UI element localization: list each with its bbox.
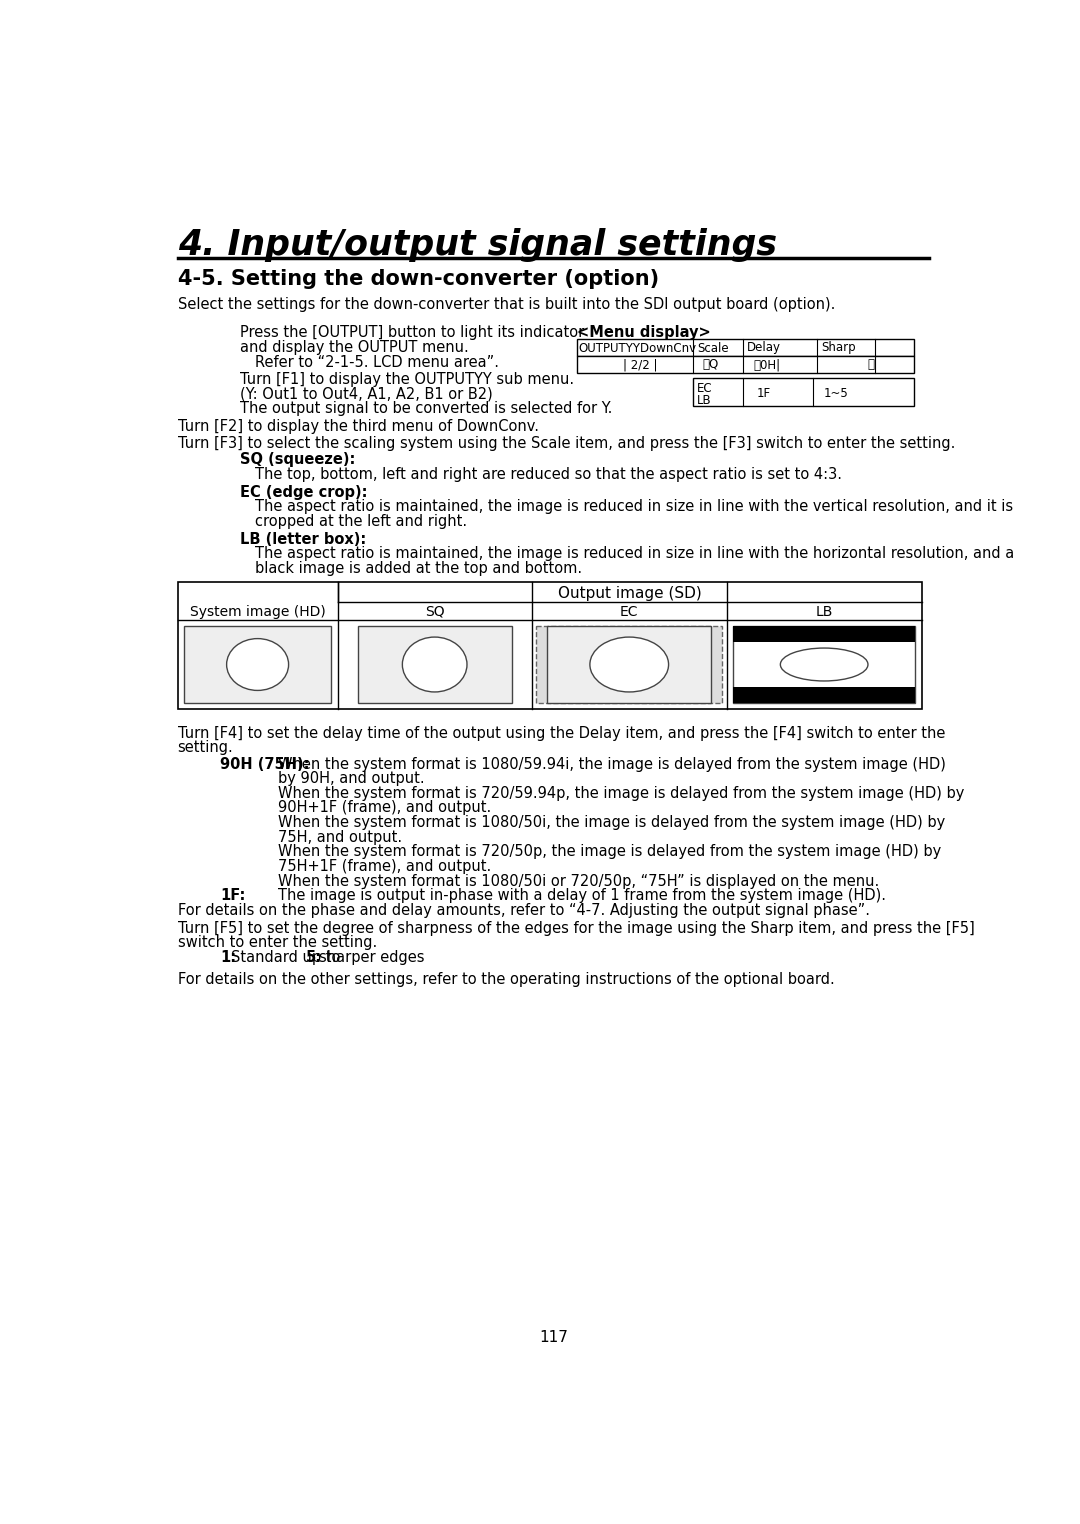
Text: LB: LB <box>815 605 833 619</box>
Bar <box>733 626 916 642</box>
Text: 75H, and output.: 75H, and output. <box>279 829 403 844</box>
Bar <box>577 340 914 357</box>
Text: 1~5: 1~5 <box>823 387 848 399</box>
Text: Ⓢ: Ⓢ <box>867 358 875 372</box>
Text: (Y: Out1 to Out4, A1, A2, B1 or B2): (Y: Out1 to Out4, A1, A2, B1 or B2) <box>240 386 492 401</box>
Bar <box>733 626 916 703</box>
Text: Delay: Delay <box>747 341 781 355</box>
Text: switch to enter the setting.: switch to enter the setting. <box>177 936 377 949</box>
Text: EC (edge crop):: EC (edge crop): <box>240 485 367 500</box>
Text: System image (HD): System image (HD) <box>190 605 325 619</box>
Bar <box>577 357 914 373</box>
Text: For details on the other settings, refer to the operating instructions of the op: For details on the other settings, refer… <box>177 972 835 988</box>
Text: black image is added at the top and bottom.: black image is added at the top and bott… <box>255 561 582 576</box>
Text: | 2/2 |: | 2/2 | <box>623 358 658 372</box>
Bar <box>177 582 921 709</box>
Text: 90H+1F (frame), and output.: 90H+1F (frame), and output. <box>279 800 491 815</box>
Text: 1F:: 1F: <box>220 888 245 904</box>
Text: Refer to “2-1-5. LCD menu area”.: Refer to “2-1-5. LCD menu area”. <box>255 355 499 370</box>
Text: Turn [F1] to display the OUTPUTYY sub menu.: Turn [F1] to display the OUTPUTYY sub me… <box>240 372 573 387</box>
Text: EC: EC <box>620 605 638 619</box>
Text: For details on the phase and delay amounts, refer to “4-7. Adjusting the output : For details on the phase and delay amoun… <box>177 902 869 917</box>
Text: Standard up to: Standard up to <box>231 949 340 965</box>
Text: LB (letter box):: LB (letter box): <box>240 532 366 547</box>
Text: and display the OUTPUT menu.: and display the OUTPUT menu. <box>240 340 469 355</box>
Text: When the system format is 1080/50i, the image is delayed from the system image (: When the system format is 1080/50i, the … <box>279 815 946 831</box>
Text: <Menu display>: <Menu display> <box>577 325 711 340</box>
Ellipse shape <box>590 637 669 692</box>
Text: When the system format is 1080/59.94i, the image is delayed from the system imag: When the system format is 1080/59.94i, t… <box>279 756 946 771</box>
Text: When the system format is 1080/50i or 720/50p, “75H” is displayed on the menu.: When the system format is 1080/50i or 72… <box>279 873 879 888</box>
Text: Output image (SD): Output image (SD) <box>557 585 702 600</box>
Text: 75H+1F (frame), and output.: 75H+1F (frame), and output. <box>279 860 491 873</box>
Text: 117: 117 <box>539 1330 568 1346</box>
Bar <box>733 687 916 703</box>
Text: LB: LB <box>697 393 712 407</box>
Text: cropped at the left and right.: cropped at the left and right. <box>255 514 468 529</box>
Text: Sharp: Sharp <box>821 341 855 355</box>
Text: Select the settings for the down-converter that is built into the SDI output boa: Select the settings for the down-convert… <box>177 297 835 312</box>
Text: SQ (squeeze):: SQ (squeeze): <box>240 453 355 468</box>
Text: When the system format is 720/50p, the image is delayed from the system image (H: When the system format is 720/50p, the i… <box>279 844 942 860</box>
Text: 90H (75H):: 90H (75H): <box>220 756 310 771</box>
Text: Turn [F4] to set the delay time of the output using the Delay item, and press th: Turn [F4] to set the delay time of the o… <box>177 725 945 741</box>
Text: The output signal to be converted is selected for Y.: The output signal to be converted is sel… <box>240 401 612 416</box>
Bar <box>548 626 712 703</box>
Text: EC: EC <box>697 381 713 395</box>
Ellipse shape <box>403 637 467 692</box>
Text: 4. Input/output signal settings: 4. Input/output signal settings <box>177 227 777 262</box>
Text: Press the [OUTPUT] button to light its indicator: Press the [OUTPUT] button to light its i… <box>240 325 584 340</box>
Text: The aspect ratio is maintained, the image is reduced in size in line with the ve: The aspect ratio is maintained, the imag… <box>255 500 1013 515</box>
Text: When the system format is 720/59.94p, the image is delayed from the system image: When the system format is 720/59.94p, th… <box>279 786 964 800</box>
Text: 4-5. Setting the down-converter (option): 4-5. Setting the down-converter (option) <box>177 270 659 290</box>
Text: 5:: 5: <box>307 949 323 965</box>
Bar <box>184 626 332 703</box>
Text: sharper edges: sharper edges <box>319 949 424 965</box>
Text: OUTPUTYYDownCnv: OUTPUTYYDownCnv <box>578 341 697 355</box>
Text: SQ: SQ <box>424 605 445 619</box>
Ellipse shape <box>781 648 868 681</box>
Text: 1F: 1F <box>757 387 771 399</box>
Text: Turn [F5] to set the degree of sharpness of the edges for the image using the Sh: Turn [F5] to set the degree of sharpness… <box>177 920 974 936</box>
Ellipse shape <box>227 639 288 690</box>
Text: Turn [F2] to display the third menu of DownConv.: Turn [F2] to display the third menu of D… <box>177 419 539 433</box>
Text: The top, bottom, left and right are reduced so that the aspect ratio is set to 4: The top, bottom, left and right are redu… <box>255 466 842 482</box>
Text: The image is output in-phase with a delay of 1 frame from the system image (HD).: The image is output in-phase with a dela… <box>279 888 887 904</box>
Text: Ⓢ0H|: Ⓢ0H| <box>754 358 781 372</box>
Bar <box>693 378 914 407</box>
Text: Turn [F3] to select the scaling system using the Scale item, and press the [F3] : Turn [F3] to select the scaling system u… <box>177 436 955 451</box>
Text: ⓈQ: ⓈQ <box>702 358 718 372</box>
Text: 1:: 1: <box>220 949 237 965</box>
Bar <box>357 626 512 703</box>
Text: by 90H, and output.: by 90H, and output. <box>279 771 426 786</box>
Text: The aspect ratio is maintained, the image is reduced in size in line with the ho: The aspect ratio is maintained, the imag… <box>255 546 1014 561</box>
Text: Scale: Scale <box>697 341 729 355</box>
Text: setting.: setting. <box>177 741 233 756</box>
Bar <box>537 626 723 703</box>
